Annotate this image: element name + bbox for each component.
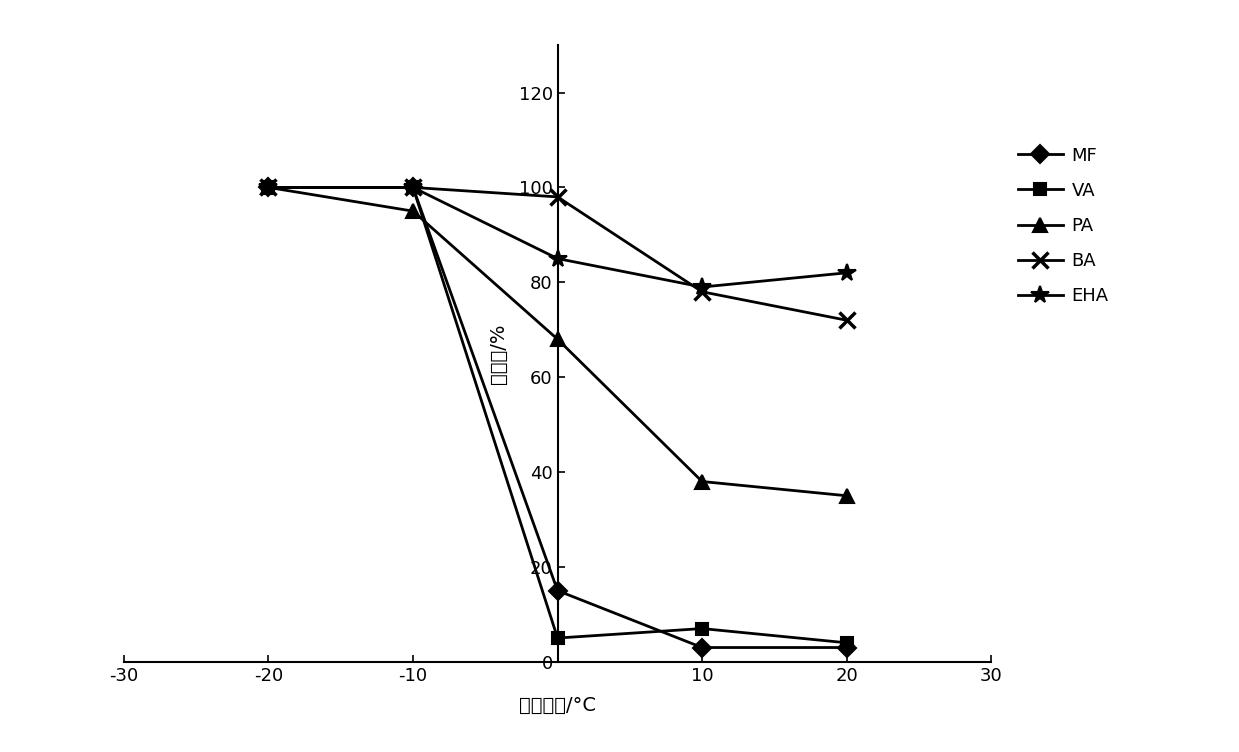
EHA: [550, 254, 565, 263]
PA: [839, 491, 854, 500]
VA: [695, 624, 710, 633]
EHA: [695, 283, 710, 292]
VA: [405, 183, 420, 192]
Line: BA: BA: [261, 180, 854, 328]
VA: [839, 638, 854, 647]
X-axis label: 冷阱温度/°C: 冷阱温度/°C: [519, 696, 596, 714]
Line: MF: MF: [263, 181, 852, 653]
PA: [550, 335, 565, 344]
BA: [550, 193, 565, 202]
Line: VA: VA: [263, 181, 852, 649]
VA: [550, 633, 565, 642]
MF: [261, 183, 276, 192]
BA: [839, 316, 854, 325]
MF: [405, 183, 420, 192]
Line: EHA: EHA: [259, 178, 856, 296]
PA: [405, 207, 420, 216]
Legend: MF, VA, PA, BA, EHA: MF, VA, PA, BA, EHA: [1017, 147, 1109, 305]
MF: [695, 643, 710, 652]
MF: [839, 643, 854, 652]
EHA: [839, 268, 854, 277]
VA: [261, 183, 276, 192]
BA: [405, 183, 420, 192]
EHA: [261, 183, 276, 192]
PA: [695, 477, 710, 486]
BA: [261, 183, 276, 192]
Line: PA: PA: [261, 180, 854, 502]
BA: [695, 287, 710, 296]
PA: [261, 183, 276, 192]
MF: [550, 586, 565, 595]
Y-axis label: 回收率/%: 回收率/%: [488, 323, 508, 384]
EHA: [405, 183, 420, 192]
